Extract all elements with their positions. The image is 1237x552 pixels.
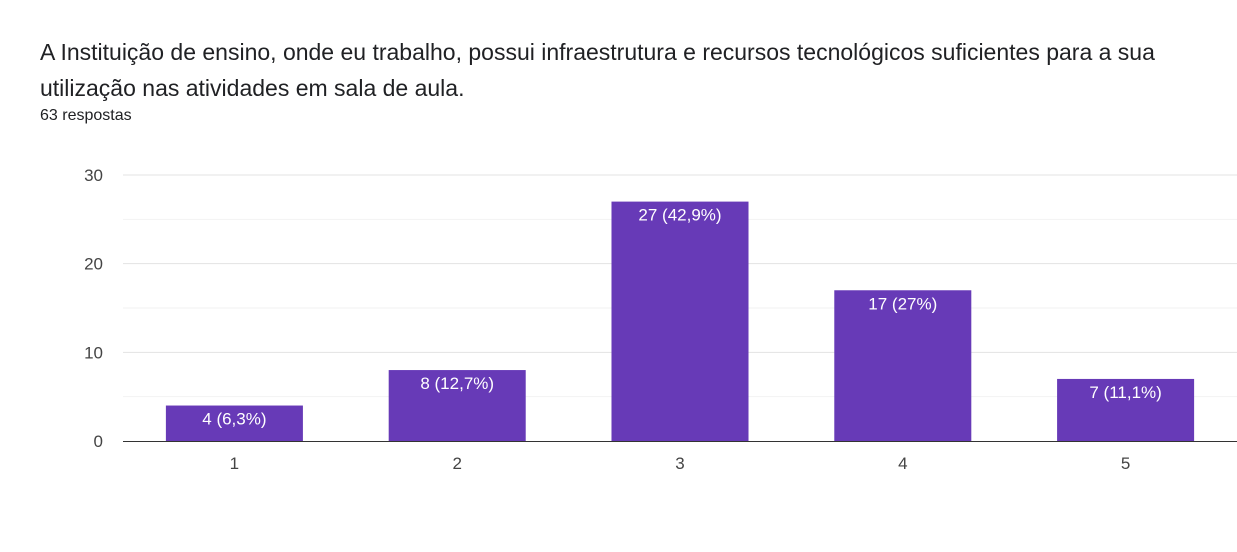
x-tick-label: 3	[675, 454, 684, 473]
bar-data-label: 27 (42,9%)	[638, 206, 721, 225]
bar-data-label: 4 (6,3%)	[202, 410, 266, 429]
x-tick-label: 2	[452, 454, 461, 473]
y-axis-ticks: 0 10 20 30	[84, 166, 103, 451]
bar-data-label: 8 (12,7%)	[420, 374, 494, 393]
x-tick-label: 5	[1121, 454, 1130, 473]
y-tick-label: 0	[94, 432, 103, 451]
y-tick-label: 30	[84, 166, 103, 185]
bar	[165, 405, 303, 441]
bar	[611, 201, 749, 441]
x-axis-ticks: 1 2 3 4 5	[230, 454, 1131, 473]
bar	[1057, 378, 1195, 441]
y-tick-label: 20	[84, 255, 103, 274]
y-tick-label: 10	[84, 343, 103, 362]
question-title: A Instituição de ensino, onde eu trabalh…	[40, 39, 1155, 101]
bar-data-label: 17 (27%)	[868, 294, 937, 313]
x-tick-label: 4	[898, 454, 907, 473]
bars: 4 (6,3%) 8 (12,7%) 27 (42,9%) 17 (27%) 7 (11…	[165, 201, 1195, 441]
x-tick-label: 1	[230, 454, 239, 473]
bar-data-label: 7 (11,1%)	[1089, 383, 1161, 402]
bar	[834, 290, 972, 441]
bar	[388, 370, 526, 441]
response-count: 63 respostas	[40, 107, 132, 124]
